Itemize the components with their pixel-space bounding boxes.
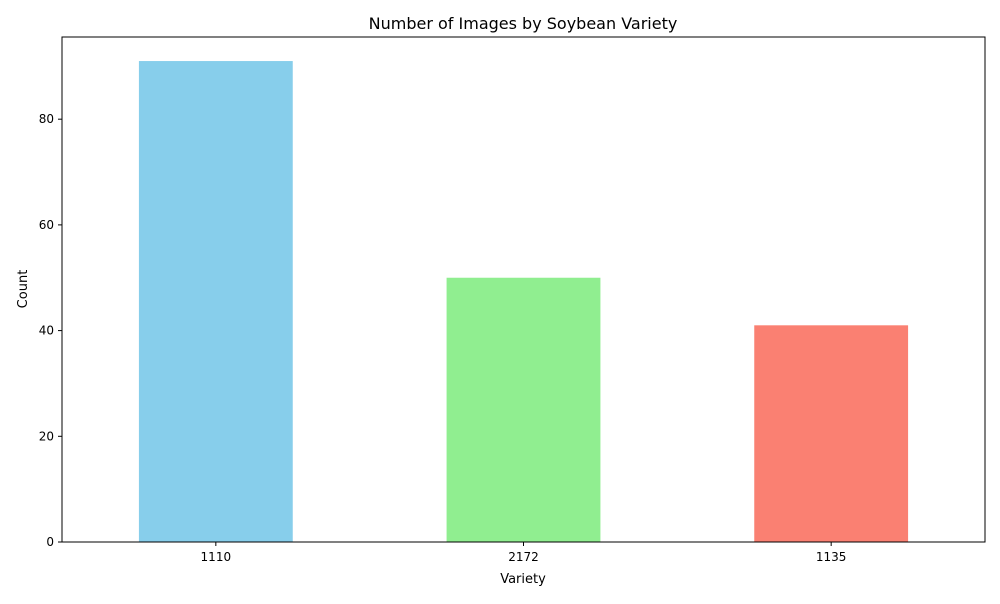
y-tick-label: 60	[39, 218, 54, 232]
y-tick-label: 80	[39, 112, 54, 126]
x-axis-label: Variety	[500, 572, 546, 587]
y-tick-label: 0	[46, 535, 54, 549]
x-tick-label: 1110	[201, 550, 232, 564]
x-tick-label: 2172	[508, 550, 539, 564]
y-tick-label: 20	[39, 429, 54, 443]
bar-2172	[446, 277, 601, 542]
plot-frame	[61, 36, 986, 543]
bar-1135	[754, 325, 909, 542]
x-axis-ticks: 1110 2172 1135	[201, 542, 847, 564]
x-tick-label: 1135	[816, 550, 847, 564]
bars-layer	[138, 61, 909, 543]
bar-1110	[138, 61, 293, 543]
y-axis-label: Count	[16, 270, 31, 309]
y-axis-ticks: 0 20 40 60 80	[39, 112, 62, 549]
y-tick-label: 40	[39, 324, 54, 338]
chart-title: Number of Images by Soybean Variety	[369, 14, 678, 33]
